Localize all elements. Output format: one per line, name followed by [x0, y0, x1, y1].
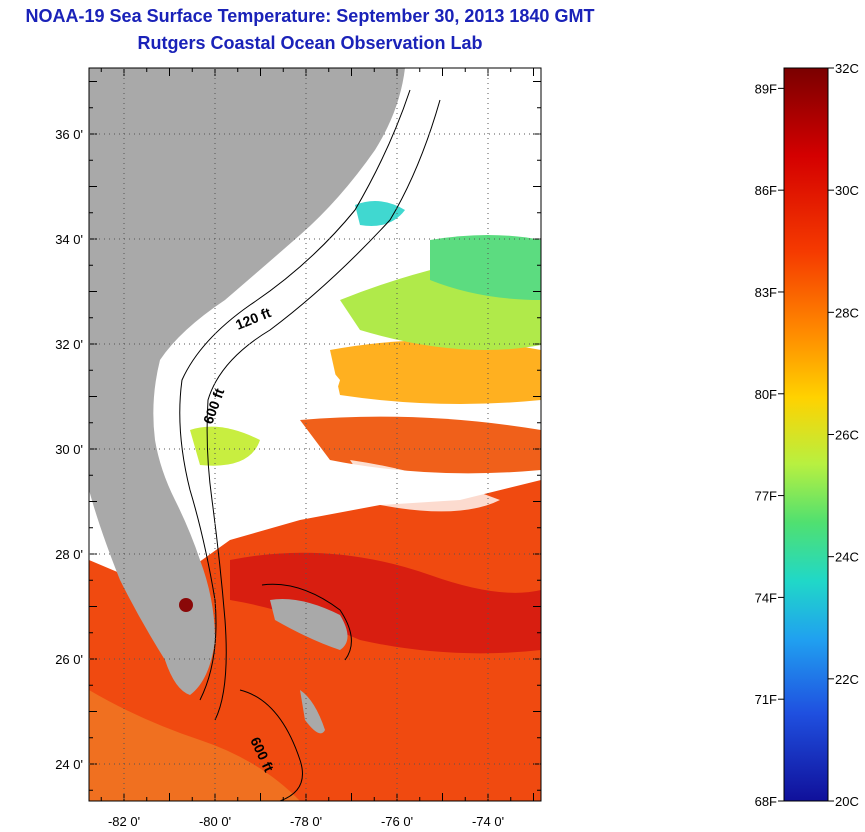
lat-tick-label: 32 0' [55, 337, 83, 352]
graticule [89, 68, 541, 801]
lat-tick-label: 30 0' [55, 442, 83, 457]
colorbar-labels: 32C 30C 28C 26C 24C 22C 20C 89F 86F 83F 80F 77F 74F 7… [755, 61, 859, 809]
colorbar-fahrenheit-label: 77F [755, 489, 777, 504]
lat-tick-label: 24 0' [55, 757, 83, 772]
map-title: NOAA-19 Sea Surface Temperature: Septemb… [25, 6, 595, 26]
colorbar-celsius-label: 28C [835, 305, 859, 320]
colorbar-fahrenheit-label: 71F [755, 692, 777, 707]
colorbar-celsius-label: 30C [835, 183, 859, 198]
colorbar-fahrenheit-label: 80F [755, 387, 777, 402]
colorbar-fahrenheit-label: 83F [755, 285, 777, 300]
depth-contour-600ft [206, 99, 441, 721]
lat-tick-label: 36 0' [55, 127, 83, 142]
colorbar-celsius-label: 20C [835, 794, 859, 809]
map-subtitle: Rutgers Coastal Ocean Observation Lab [137, 33, 483, 53]
lon-tick-label: -82 0' [108, 814, 140, 829]
lon-tick-label: -74 0' [472, 814, 504, 829]
colorbar-celsius-label: 22C [835, 672, 859, 687]
depth-contour-120ft [179, 89, 411, 701]
lon-tick-label: -78 0' [290, 814, 322, 829]
map-frame [88, 67, 542, 802]
lat-tick-label: 28 0' [55, 547, 83, 562]
colorbar-fahrenheit-label: 86F [755, 183, 777, 198]
colorbar-celsius-label: 24C [835, 550, 859, 565]
lon-tick-label: -76 0' [381, 814, 413, 829]
colorbar-celsius-label: 32C [835, 61, 859, 76]
lat-tick-label: 34 0' [55, 232, 83, 247]
sst-imagery [89, 68, 541, 801]
colorbar-celsius-label: 26C [835, 428, 859, 443]
colorbar-fahrenheit-label: 89F [755, 81, 777, 96]
land-bahamas-north [270, 599, 348, 650]
colorbar-fahrenheit-label: 74F [755, 590, 777, 605]
land-north-america [89, 68, 405, 695]
lon-tick-label: -80 0' [199, 814, 231, 829]
colorbar-fahrenheit-label: 68F [755, 794, 777, 809]
land-bahamas-south [300, 690, 325, 734]
axis-labels: 36 0' 34 0' 32 0' 30 0' 28 0' 26 0' 24 0' -82 0… [55, 127, 504, 829]
lat-tick-label: 26 0' [55, 652, 83, 667]
temperature-colorbar [783, 67, 829, 802]
